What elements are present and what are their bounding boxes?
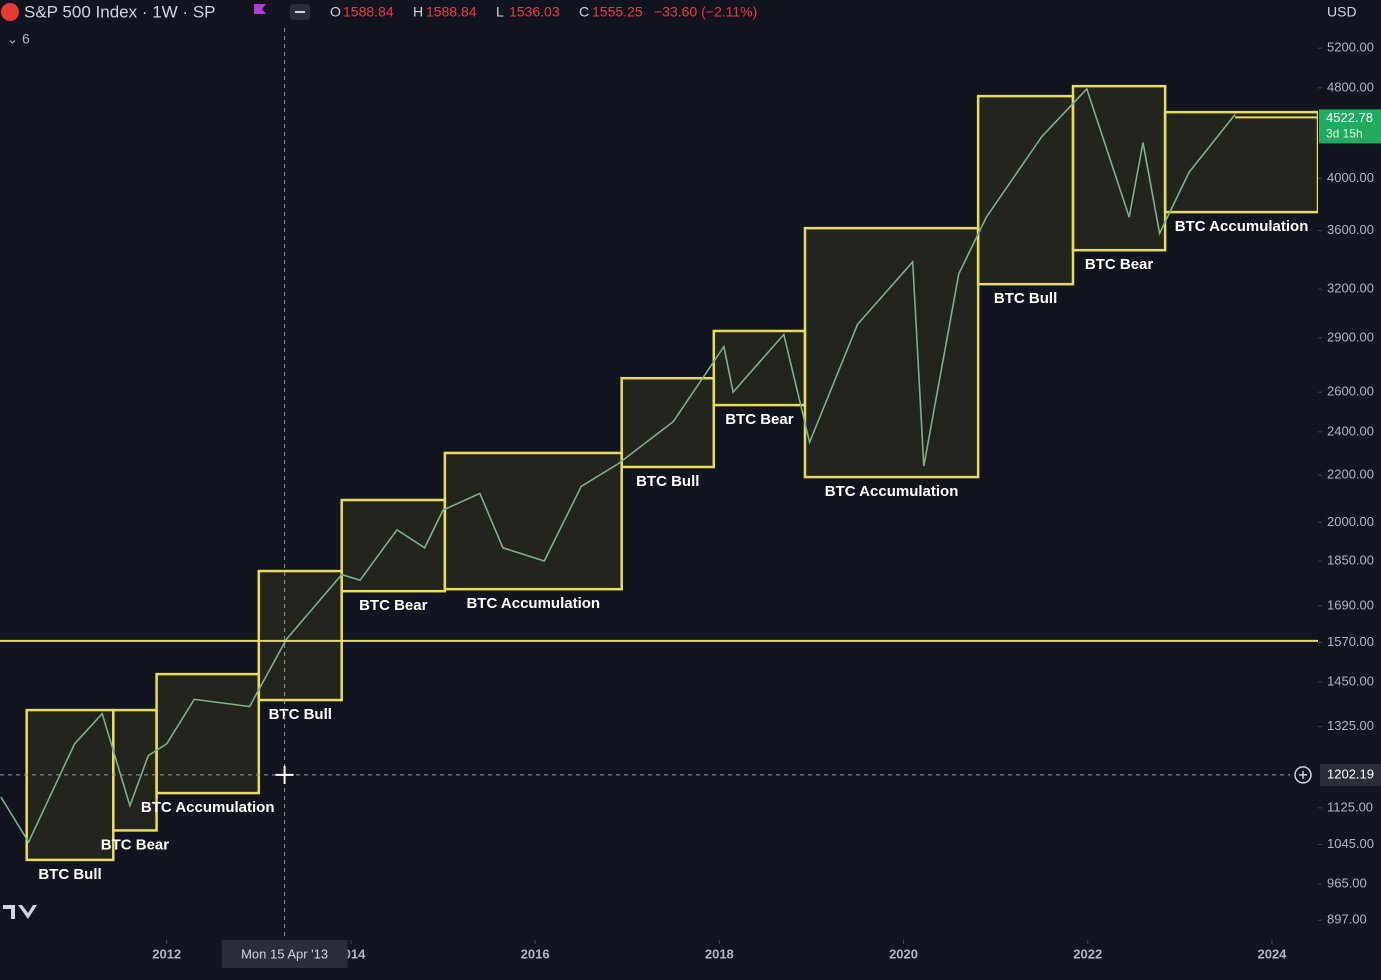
last-price-box [1319, 109, 1381, 144]
add-alert-button[interactable] [1294, 766, 1312, 784]
range-box [803, 226, 980, 479]
x-tick-label: 2022 [1073, 946, 1102, 961]
y-tick-label: 897.00 [1327, 912, 1367, 927]
minus-icon [295, 11, 305, 13]
crosshair-cursor [275, 765, 294, 784]
range-box [620, 376, 716, 469]
y-tick-label: 965.00 [1327, 875, 1367, 890]
currency[interactable]: USD [1327, 4, 1357, 20]
y-tick-label: 4000.00 [1327, 170, 1374, 185]
y-tick-label: 2200.00 [1327, 466, 1374, 481]
box-label: BTC Bull [269, 706, 332, 723]
box-label: BTC Accumulation [1175, 218, 1309, 235]
y-tick-label: 1125.00 [1327, 799, 1373, 814]
ohlc-key: L [496, 4, 504, 20]
change: −33.60 (−2.11%) [654, 4, 757, 20]
ohlc-key: O [330, 4, 341, 20]
y-tick-label: 5200.00 [1327, 40, 1374, 55]
ohlc-value: 1536.03 [509, 4, 560, 20]
y-tick-label: 4800.00 [1327, 79, 1374, 94]
crosshair-date-box [221, 940, 348, 968]
y-tick-label: 1690.00 [1327, 597, 1374, 612]
box-label: BTC Bull [994, 290, 1057, 307]
last-price: 4522.78 [1326, 110, 1373, 125]
tv-logo-mark [3, 905, 37, 919]
box-label: BTC Accumulation [825, 483, 959, 500]
range-box [1163, 110, 1318, 214]
crosshair-price-box [1320, 763, 1381, 786]
symbol-title: S&P 500 Index · 1W · SP [24, 2, 216, 21]
y-tick-label: 1850.00 [1327, 552, 1374, 567]
x-tick-label: 2016 [521, 946, 550, 961]
range-box [976, 94, 1075, 286]
box-label: BTC Accumulation [466, 595, 600, 612]
range-box [1071, 84, 1167, 252]
y-tick-label: 3200.00 [1327, 281, 1374, 296]
range-box [257, 569, 343, 702]
y-tick-label: 3600.00 [1327, 222, 1374, 237]
ohlc-value: 1555.25 [592, 4, 643, 20]
crosshair-price: 1202.19 [1327, 766, 1374, 781]
x-tick-label: 2012 [152, 946, 181, 961]
box-label: BTC Bear [1085, 256, 1154, 273]
header: S&P 500 Index · 1W · SP ⌄ 6 USD O 1588.84… [1, 0, 1381, 47]
chevron[interactable]: ⌄ [7, 31, 18, 46]
ohlc-value: 1588.84 [426, 4, 477, 20]
box-label: BTC Bull [38, 866, 101, 883]
y-tick-label: 1045.00 [1327, 836, 1374, 851]
y-tick-label: 2400.00 [1327, 423, 1374, 438]
box-label: BTC Bull [636, 473, 699, 490]
range-box [340, 498, 447, 593]
box-label: BTC Bear [101, 836, 170, 853]
countdown: 3d 15h [1326, 127, 1363, 141]
x-tick-label: 2024 [1257, 946, 1287, 961]
ohlc-key: H [413, 4, 423, 20]
y-tick-label: 2900.00 [1327, 329, 1374, 344]
ohlc-value: 1588.84 [343, 4, 394, 20]
flag-icon [254, 4, 266, 14]
y-tick-label: 2600.00 [1327, 384, 1374, 399]
plus-icon [1299, 770, 1307, 779]
range-box [112, 708, 158, 832]
y-tick-label: 1570.00 [1327, 634, 1374, 649]
range-box [25, 708, 115, 862]
ohlc-key: C [579, 4, 589, 20]
y-tick-label: 2000.00 [1327, 514, 1374, 529]
price-line [0, 87, 1236, 844]
symbol-icon [1, 3, 19, 21]
box-label: BTC Accumulation [141, 799, 275, 816]
x-tick-label: 2018 [705, 946, 734, 961]
y-tick-label: 1450.00 [1327, 673, 1374, 688]
box-label: BTC Bear [359, 597, 428, 614]
range-box [443, 451, 623, 591]
x-tick-label: 2020 [889, 946, 918, 961]
box-label: BTC Bear [725, 411, 794, 428]
currency-box[interactable] [1320, 0, 1381, 26]
y-tick-label: 1325.00 [1327, 718, 1374, 733]
collapse-count[interactable]: 6 [22, 31, 30, 47]
crosshair-date: Mon 15 Apr '13 [241, 946, 328, 961]
